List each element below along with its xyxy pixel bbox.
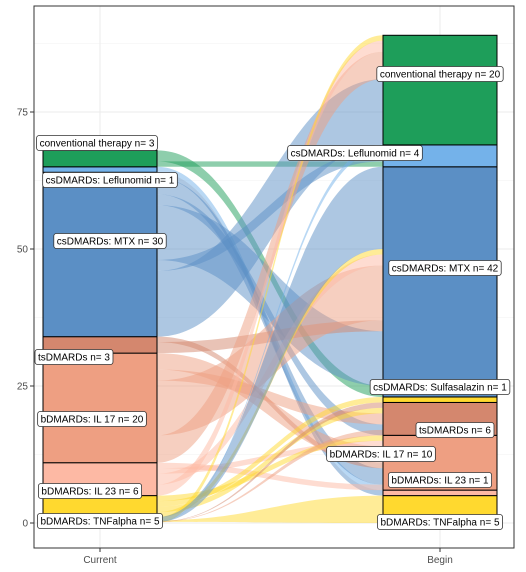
panel-border xyxy=(33,5,515,549)
flow-ribbon xyxy=(157,396,383,507)
stratum-label: csDMARDs: Leflunomid n= 4 xyxy=(287,145,423,161)
flow-ribbon xyxy=(157,150,383,271)
x-tick-label: Begin xyxy=(427,555,453,566)
stratum-bar xyxy=(42,171,158,338)
stratum-label-box xyxy=(388,472,492,488)
stratum-label-text: conventional therapy n= 20 xyxy=(380,70,501,81)
stratum-label: bDMARDs: IL 23 n= 6 xyxy=(38,483,142,499)
stratum-labels: bDMARDs: TNFalpha n= 5 bDMARDs: IL 23 n= … xyxy=(34,66,511,530)
stratum-label-box xyxy=(369,379,511,395)
flow-ribbon xyxy=(157,51,383,463)
stratum-label-text: csDMARDs: Leflunomid n= 1 xyxy=(46,176,175,187)
flow-ribbon xyxy=(157,407,383,513)
flow-ribbon xyxy=(157,40,383,496)
stratum-label-box xyxy=(388,260,502,276)
stratum-label-text: csDMARDs: MTX n= 30 xyxy=(57,237,164,248)
flow-ribbon xyxy=(157,166,383,522)
flow-ribbon xyxy=(157,353,383,463)
stratum-label: csDMARDs: Leflunomid n= 1 xyxy=(42,172,178,188)
stratum-label-box xyxy=(37,411,147,427)
stratum-bar xyxy=(42,352,158,464)
y-tick-label: 25 xyxy=(17,382,29,393)
stratum-bar xyxy=(382,396,498,403)
stratum-label-text: csDMARDs: Sulfasalazin n= 1 xyxy=(373,383,507,394)
stratum-label-box xyxy=(326,446,436,462)
stratum-label: tsDMARDs n= 6 xyxy=(415,422,495,438)
stratum-label-text: bDMARDs: IL 17 n= 10 xyxy=(330,450,433,461)
stratum-label-text: csDMARDs: Leflunomid n= 4 xyxy=(291,149,420,160)
stratum-label-box xyxy=(287,145,423,161)
stratum-bar xyxy=(382,166,498,398)
stratum-label: conventional therapy n= 20 xyxy=(376,66,504,82)
stratum-label-text: bDMARDs: TNFalpha n= 5 xyxy=(380,518,499,529)
y-tick-label: 0 xyxy=(22,519,28,530)
stratum-label-box xyxy=(34,349,114,365)
stratum-label-text: bDMARDs: TNFalpha n= 5 xyxy=(40,517,159,528)
axis-ticks: 0 25 50 75 Current Begin xyxy=(17,108,453,567)
stratum-label-text: tsDMARDs n= 6 xyxy=(419,426,491,437)
flow-ribbon xyxy=(157,35,383,523)
stratum-label-box xyxy=(377,514,503,530)
stratum-label-text: csDMARDs: MTX n= 42 xyxy=(392,264,499,275)
stratum-label: bDMARDs: IL 17 n= 20 xyxy=(37,411,147,427)
stratum-label-box xyxy=(376,66,504,82)
x-tick-label: Current xyxy=(83,555,117,566)
flow-ribbon xyxy=(157,205,383,386)
stratum-label-text: bDMARDs: IL 17 n= 20 xyxy=(41,415,144,426)
stratum-label: bDMARDs: TNFalpha n= 5 xyxy=(377,514,503,530)
stratum-label-text: bDMARDs: IL 23 n= 1 xyxy=(391,476,489,487)
stratum-bar xyxy=(42,149,158,168)
stratum-label: csDMARDs: Sulfasalazin n= 1 xyxy=(369,379,511,395)
flow-ribbon xyxy=(157,435,383,502)
y-tick-label: 75 xyxy=(17,108,29,119)
stratum-bars xyxy=(42,34,498,524)
stratum-label-box xyxy=(42,172,178,188)
stratum-label: csDMARDs: MTX n= 42 xyxy=(388,260,502,276)
stratum-bar xyxy=(42,166,158,173)
stratum-label-text: conventional therapy n= 3 xyxy=(40,139,155,150)
stratum-label: bDMARDs: TNFalpha n= 5 xyxy=(37,513,163,529)
stratum-label-box xyxy=(37,513,163,529)
flow-ribbon xyxy=(157,194,383,436)
stratum-label-text: tsDMARDs n= 3 xyxy=(38,353,110,364)
stratum-label-text: bDMARDs: IL 23 n= 6 xyxy=(41,487,139,498)
stratum-label: conventional therapy n= 3 xyxy=(36,135,158,151)
stratum-bar xyxy=(382,489,498,497)
stratum-label-box xyxy=(38,483,142,499)
flow-ribbon xyxy=(157,402,383,522)
flow-ribbon xyxy=(157,429,383,522)
stratum-label-box xyxy=(415,422,495,438)
stratum-label: bDMARDs: IL 23 n= 1 xyxy=(388,472,492,488)
stratum-label-box xyxy=(36,135,158,151)
y-tick-label: 50 xyxy=(17,245,29,256)
stratum-label: csDMARDs: MTX n= 30 xyxy=(53,233,167,249)
stratum-label-box xyxy=(53,233,167,249)
flow-ribbon xyxy=(157,495,383,523)
flow-ribbon xyxy=(157,144,383,522)
stratum-label: bDMARDs: IL 17 n= 10 xyxy=(326,446,436,462)
stratum-bar xyxy=(382,34,498,146)
stratum-label: tsDMARDs n= 3 xyxy=(34,349,114,365)
